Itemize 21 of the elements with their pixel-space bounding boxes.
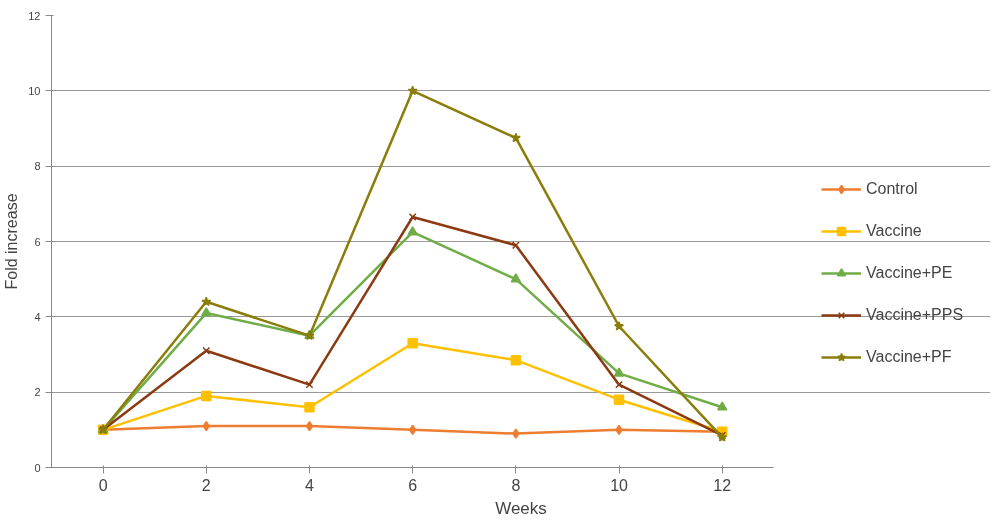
legend-label: Vaccine — [866, 222, 922, 240]
y-axis-title: Fold increase — [3, 193, 21, 290]
legend-label: Vaccine+PE — [866, 264, 953, 282]
x-tick-label: 6 — [408, 476, 418, 494]
y-tick-label: 4 — [34, 310, 41, 323]
x-axis-title: Weeks — [495, 498, 547, 518]
y-tick-label: 12 — [28, 9, 41, 22]
x-tick-label: 2 — [201, 476, 211, 494]
x-tick-label: 0 — [98, 476, 108, 494]
x-tick-label: 4 — [305, 476, 315, 494]
y-tick-label: 2 — [34, 386, 41, 399]
x-tick-label: 8 — [511, 476, 521, 494]
legend-label: Vaccine+PPS — [866, 306, 964, 324]
y-tick-label: 6 — [34, 235, 41, 248]
legend-label: Control — [866, 180, 918, 198]
x-tick-label: 12 — [713, 476, 732, 494]
legend-label: Vaccine+PF — [866, 348, 952, 366]
y-tick-label: 10 — [28, 84, 41, 97]
y-tick-label: 0 — [34, 461, 41, 474]
x-tick-label: 10 — [610, 476, 629, 494]
y-tick-label: 8 — [34, 160, 41, 173]
